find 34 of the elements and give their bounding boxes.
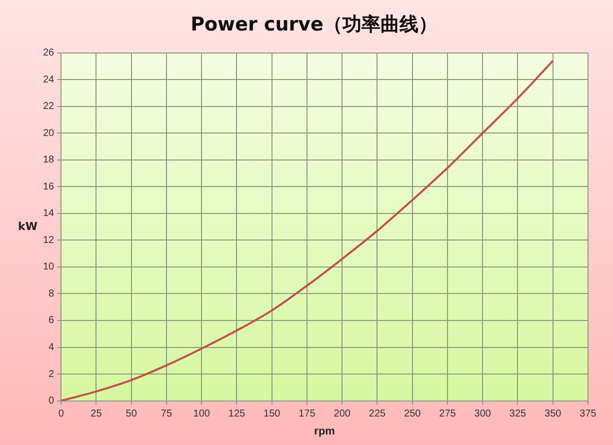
x-tick-label: 150 [264,408,281,420]
x-tick-label: 25 [90,408,102,420]
y-tick-label: 2 [48,368,55,380]
y-tick-label: 16 [43,181,55,192]
x-tick-label: 300 [474,408,492,420]
y-tick-label: 8 [48,288,55,300]
x-tick-label: 175 [298,408,316,420]
x-tick-label: 100 [193,408,210,420]
y-tick-label: 0 [48,396,55,407]
x-tick-label: 0 [58,408,64,420]
x-tick-label: 200 [334,408,351,420]
y-tick-label: 10 [43,262,55,273]
y-axis-title: kW [18,220,38,233]
y-tick-label: 24 [43,74,55,86]
x-tick-label: 50 [126,408,138,420]
y-tick-label: 20 [43,128,55,139]
y-tick-label: 6 [48,315,55,326]
chart-title: Power curve（功率曲线） [190,13,438,36]
x-tick-label: 225 [368,408,386,420]
y-tick-label: 22 [43,101,55,112]
x-tick-label: 125 [228,408,246,420]
x-tick-label: 325 [509,408,527,420]
line-series [61,60,554,401]
x-axis-title: rpm [314,425,336,438]
x-tick-label: 75 [160,408,172,420]
x-tick-label: 375 [580,408,597,420]
x-tick-label: 275 [439,408,456,420]
y-tick-label: 26 [43,48,55,59]
x-tick-label: 350 [544,408,562,420]
x-tick-label: 250 [404,408,422,420]
y-tick-label: 14 [43,208,55,220]
y-tick-label: 18 [43,154,55,166]
y-tick-label: 12 [43,234,55,246]
y-tick-label: 4 [48,342,55,354]
